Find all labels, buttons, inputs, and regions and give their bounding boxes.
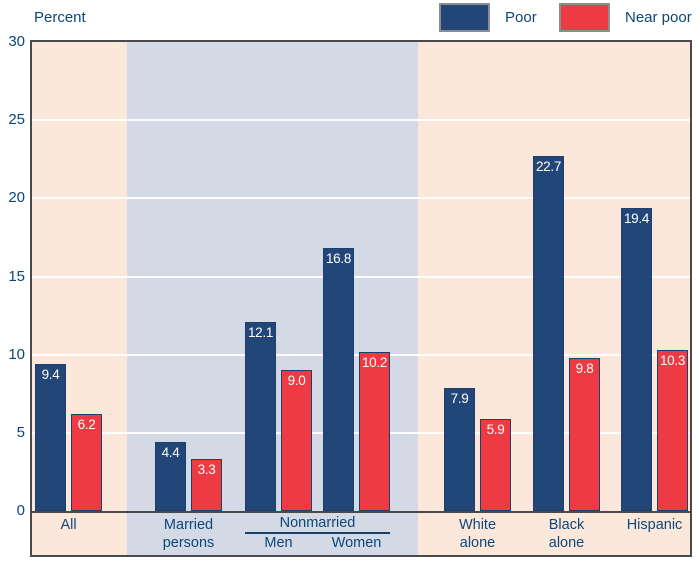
bar-value-label: 6.2: [77, 417, 96, 433]
bar-near-poor-black-alone: 9.8: [569, 357, 600, 511]
bar-poor-married-persons: 4.4: [155, 442, 186, 511]
category-label-line: Women: [331, 535, 382, 551]
category-label-line: alone: [548, 535, 585, 551]
bar-poor-men: 12.1: [245, 321, 276, 511]
bar-value-label: 9.4: [41, 367, 60, 383]
category-label-line: Black: [548, 517, 585, 533]
bar-near-poor-men: 9.0: [281, 370, 312, 511]
category-label-line: persons: [162, 535, 215, 551]
bar-value-label: 19.4: [623, 210, 650, 226]
category-label-hispanic: Hispanic: [600, 516, 700, 534]
legend-label-poor: Poor: [505, 8, 537, 26]
category-label-line: All: [60, 517, 77, 533]
category-label-women: Women: [302, 534, 412, 552]
y-tick-label-20: 20: [8, 189, 25, 207]
bar-near-poor-all: 6.2: [71, 414, 102, 511]
category-label-line: alone: [459, 535, 496, 551]
category-label-line: Married: [163, 517, 214, 533]
category-label-married-persons: Married persons: [134, 516, 244, 552]
bar-near-poor-women: 10.2: [359, 351, 390, 511]
bar-value-label: 9.0: [287, 373, 306, 389]
legend-label-near-poor: Near poor: [625, 8, 692, 26]
gridline-25: [32, 119, 690, 122]
bar-near-poor-hispanic: 10.3: [657, 349, 688, 511]
category-label-line: Men: [264, 535, 293, 551]
legend-item-poor: Poor: [439, 2, 537, 32]
category-label-black-alone: Black alone: [512, 516, 622, 552]
category-label-white-alone: White alone: [423, 516, 533, 552]
category-label-all: All: [14, 516, 124, 534]
bar-near-poor-white-alone: 5.9: [480, 418, 511, 511]
y-tick-label-0: 0: [16, 502, 25, 519]
category-group-label-nonmarried: Nonmarried: [245, 515, 390, 534]
bar-value-label: 4.4: [161, 445, 180, 461]
y-tick-label-15: 15: [8, 267, 25, 285]
y-axis-unit-label: Percent: [34, 9, 86, 26]
bar-value-label: 3.3: [197, 462, 216, 478]
category-label-men: Men: [224, 534, 334, 552]
bar-poor-all: 9.4: [35, 364, 66, 511]
legend-swatch-near-poor: [559, 2, 610, 32]
legend-item-near-poor: Near poor: [559, 2, 692, 32]
bar-value-label: 22.7: [535, 159, 562, 175]
bar-value-label: 10.2: [361, 354, 388, 370]
bar-poor-hispanic: 19.4: [621, 207, 652, 511]
bar-value-label: 12.1: [247, 324, 274, 340]
x-axis-label-strip: All Married persons Men Women White alone Black…: [32, 511, 690, 555]
bar-poor-white-alone: 7.9: [444, 387, 475, 511]
category-label-line: White: [458, 517, 497, 533]
y-tick-label-25: 25: [8, 111, 25, 129]
bar-value-label: 7.9: [450, 390, 469, 406]
y-tick-label-5: 5: [16, 423, 25, 441]
bar-near-poor-married-persons: 3.3: [191, 459, 222, 511]
gridline-20: [32, 197, 690, 200]
gridline-15: [32, 275, 690, 278]
bar-value-label: 5.9: [486, 421, 505, 437]
y-tick-label-10: 10: [8, 345, 25, 363]
bar-value-label: 16.8: [325, 251, 352, 267]
category-label-line: Hispanic: [626, 517, 683, 533]
y-tick-label-30: 30: [8, 33, 25, 50]
bar-value-label: 10.3: [659, 352, 686, 368]
bar-poor-women: 16.8: [323, 248, 354, 511]
legend-swatch-poor: [439, 2, 490, 32]
plot-area: 9.4 6.2 4.4 3.3 12.1 9.0 16.8 10.2 7.9 5.9 22.7 9.8…: [30, 40, 692, 557]
bar-value-label: 9.8: [575, 360, 594, 376]
bar-poor-black-alone: 22.7: [533, 156, 564, 511]
